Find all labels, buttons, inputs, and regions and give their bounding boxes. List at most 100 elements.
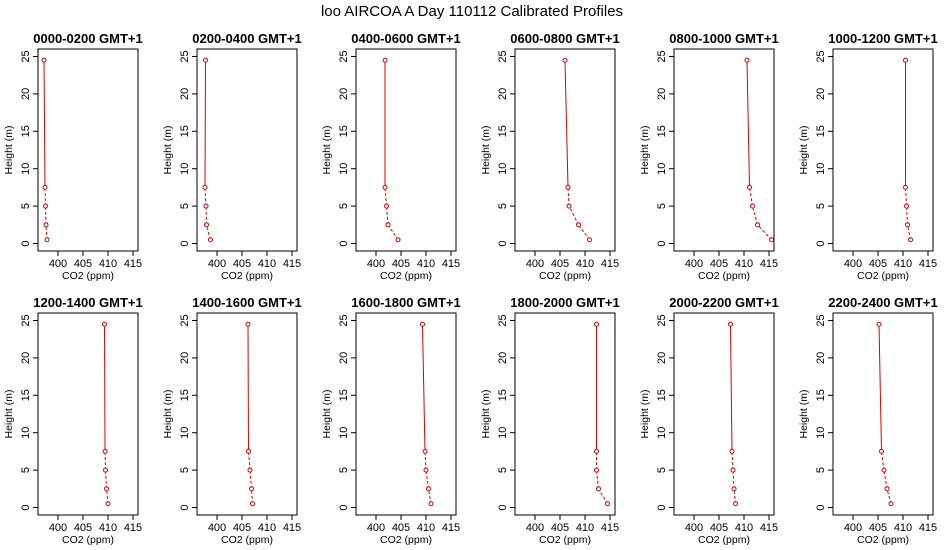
data-point <box>203 203 209 209</box>
y-tick-label: 0 <box>20 240 32 246</box>
chart-panel: 0000-0200 GMT+1 400 405 410 415 0 5 10 15 20 25 CO2… <box>3 31 143 282</box>
series-segment <box>428 488 432 504</box>
data-point <box>594 467 599 473</box>
y-tick-label: 15 <box>338 125 350 137</box>
y-tick-label: 0 <box>179 504 191 510</box>
y-tick-label: 10 <box>815 427 827 439</box>
series-segment <box>425 470 429 489</box>
x-tick-label: 415 <box>442 258 460 270</box>
data-point <box>731 486 737 492</box>
x-tick-label: 415 <box>283 258 301 270</box>
chart-panel: 1600-1800 GMT+1 400 405 410 415 0 5 10 15 20 25 CO2… <box>321 295 461 546</box>
x-tick-label: 415 <box>442 522 460 534</box>
data-point <box>903 57 908 63</box>
x-tick-label: 405 <box>869 522 887 534</box>
y-tick-label: 25 <box>20 50 32 62</box>
x-tick-label: 405 <box>710 258 728 270</box>
y-tick-label: 10 <box>20 427 32 439</box>
x-axis-label: CO2 (ppm) <box>221 534 273 546</box>
x-tick-label: 405 <box>551 258 569 270</box>
data-point <box>879 448 884 454</box>
data-point <box>566 203 572 209</box>
y-tick-label: 15 <box>20 389 32 401</box>
x-tick-label: 415 <box>601 258 619 270</box>
y-tick-label: 10 <box>179 427 191 439</box>
plot-frame <box>196 312 298 516</box>
series-segment <box>247 324 249 452</box>
plot-frame <box>355 48 457 252</box>
series-segment <box>733 488 736 504</box>
series-segment <box>104 324 106 452</box>
series-segment <box>596 470 599 489</box>
x-tick-label: 415 <box>760 258 778 270</box>
data-point <box>888 501 894 507</box>
x-tick-label: 410 <box>735 258 753 270</box>
x-tick-label: 410 <box>894 258 912 270</box>
y-tick-label: 5 <box>338 203 350 209</box>
plot-frame <box>673 48 775 252</box>
y-tick-label: 10 <box>815 163 827 175</box>
x-tick-label: 400 <box>367 258 385 270</box>
y-tick-label: 0 <box>656 504 668 510</box>
data-point <box>728 321 733 327</box>
panel-title: 0800-1000 GMT+1 <box>669 31 778 46</box>
data-point <box>747 184 752 190</box>
y-tick-label: 25 <box>338 314 350 326</box>
data-point <box>250 501 255 507</box>
x-tick-label: 400 <box>49 258 67 270</box>
panel-title: 0600-0800 GMT+1 <box>510 31 619 46</box>
series-segment <box>44 187 46 207</box>
chart-panel: 2000-2200 GMT+1 400 405 410 415 0 5 10 15 20 25 CO2… <box>639 295 779 546</box>
chart-panel: 1400-1600 GMT+1 400 405 410 415 0 5 10 15 20 25 CO2… <box>162 295 302 546</box>
plot-frame <box>514 312 616 516</box>
y-axis-label: Height (m) <box>321 389 333 438</box>
y-tick-label: 15 <box>815 125 827 137</box>
series-segment <box>731 451 734 471</box>
x-tick-label: 405 <box>710 522 728 534</box>
y-tick-label: 15 <box>815 389 827 401</box>
x-tick-label: 415 <box>919 258 937 270</box>
x-axis-label: CO2 (ppm) <box>857 270 909 282</box>
y-tick-label: 5 <box>338 467 350 473</box>
data-point <box>208 237 213 243</box>
plot-frame <box>832 48 934 252</box>
data-point <box>594 448 599 454</box>
series-segment <box>205 206 207 225</box>
chart-grid: 0000-0200 GMT+1 400 405 410 415 0 5 10 15 20 25 CO2… <box>3 31 938 546</box>
series-segment <box>578 224 590 241</box>
data-point <box>42 184 48 190</box>
series-segment <box>752 205 758 225</box>
data-point <box>385 222 391 228</box>
y-tick-label: 5 <box>20 467 32 473</box>
x-tick-label: 405 <box>392 522 410 534</box>
series-segment <box>886 488 892 504</box>
data-point <box>605 501 610 507</box>
data-point <box>562 57 568 63</box>
data-point <box>733 501 738 507</box>
x-tick-label: 405 <box>551 522 569 534</box>
y-tick-label: 15 <box>179 389 191 401</box>
y-tick-label: 20 <box>338 88 350 100</box>
y-tick-label: 25 <box>179 50 191 62</box>
data-point <box>730 467 736 473</box>
x-tick-label: 410 <box>258 522 276 534</box>
series-segment <box>757 224 772 241</box>
plot-frame <box>355 312 457 516</box>
series-segment <box>206 224 211 240</box>
data-point <box>395 237 401 243</box>
series-segment <box>43 60 46 188</box>
y-tick-label: 20 <box>656 88 668 100</box>
plot-frame <box>514 48 616 252</box>
series-segment <box>386 206 389 225</box>
x-tick-label: 415 <box>283 522 301 534</box>
y-tick-label: 0 <box>338 240 350 246</box>
x-tick-label: 410 <box>417 258 435 270</box>
series-segment <box>878 324 882 452</box>
x-tick-label: 400 <box>844 258 862 270</box>
y-tick-label: 20 <box>20 352 32 364</box>
data-point <box>382 57 388 63</box>
data-point <box>903 184 908 190</box>
y-axis-label: Height (m) <box>3 125 15 174</box>
data-point <box>594 321 599 327</box>
y-tick-label: 20 <box>815 352 827 364</box>
